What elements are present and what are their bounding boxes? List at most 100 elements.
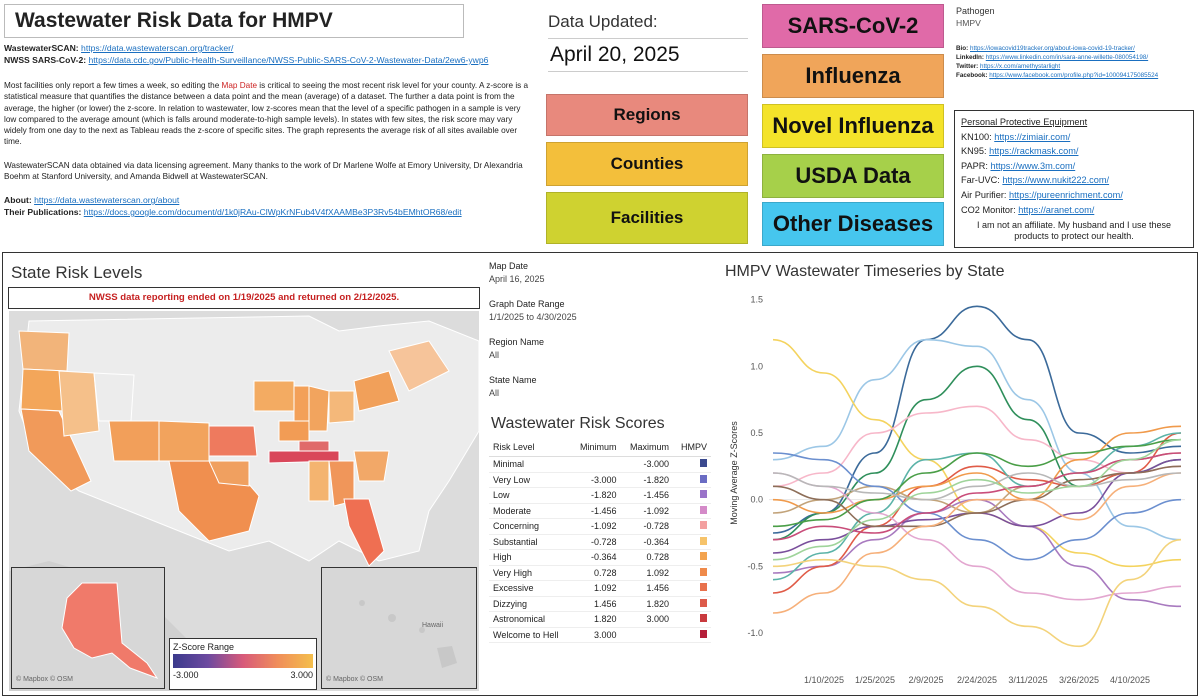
color-swatch [700, 614, 707, 623]
series-line-8[interactable] [772, 432, 1182, 581]
map-attribution: © Mapbox © OSM [326, 676, 383, 683]
risk-level-cell: Minimal [489, 456, 571, 473]
minimum-cell: -1.456 [570, 503, 621, 519]
air-purifier-link[interactable]: https://pureenrichment.com/ [1009, 189, 1123, 200]
x-tick-label: 3/26/2025 [1059, 675, 1099, 685]
about-link[interactable]: https://data.wastewaterscan.org/about [34, 195, 180, 205]
series-line-15[interactable] [772, 472, 1182, 614]
risk-level-cell: Dizzying [489, 596, 571, 612]
risk-level-cell: Substantial [489, 534, 571, 550]
maximum-cell: -1.820 [620, 472, 674, 488]
nav-counties-button[interactable]: Counties [546, 142, 748, 186]
x-tick-label: 1/25/2025 [855, 675, 895, 685]
bio-link[interactable]: https://iowacovid19tracker.org/about-iow… [970, 45, 1135, 52]
series-line-16[interactable] [772, 452, 1182, 561]
y-axis-label: Moving Average Z-Scores [729, 421, 739, 525]
z-score-legend: Z-Score Range -3.000 3.000 [169, 638, 317, 690]
button-label: SARS-CoV-2 [787, 13, 919, 38]
us-map-graphic [9, 311, 479, 691]
x-tick-label: 1/10/2025 [804, 675, 844, 685]
series-line-19[interactable] [772, 538, 1182, 648]
papr-link[interactable]: https://www.3m.com/ [990, 160, 1076, 171]
nav-influenza-button[interactable]: Influenza [762, 54, 944, 98]
filter-label: Region Name [489, 337, 545, 347]
series-line-14[interactable] [772, 465, 1182, 528]
wastewaterscan-link[interactable]: https://data.wastewaterscan.org/tracker/ [81, 43, 234, 53]
button-label: Regions [613, 105, 681, 124]
series-line-1[interactable] [772, 305, 1182, 534]
co2-monitor-link[interactable]: https://aranet.com/ [1018, 204, 1095, 215]
column-header: Maximum [620, 439, 674, 457]
filter-label: Graph Date Range [489, 299, 565, 309]
publications-link[interactable]: https://docs.google.com/document/d/1k0jR… [83, 207, 462, 217]
pathogen-value: HMPV [956, 18, 981, 28]
ppe-title: Personal Protective Equipment [961, 117, 1088, 127]
intro-paragraph: Most facilities only report a few times … [4, 80, 534, 148]
risk-level-cell: High [489, 549, 571, 566]
state-risk-map[interactable]: © Mapbox © OSM Hawaii © Mapbox © OSM [9, 311, 479, 691]
social-label: Bio: [956, 45, 969, 52]
map-attribution: © Mapbox © OSM [16, 676, 73, 683]
series-line-12[interactable] [772, 472, 1182, 601]
intro-text: Most facilities only report a few times … [4, 81, 222, 90]
alaska-inset: © Mapbox © OSM [11, 567, 165, 689]
risk-scores-title: Wastewater Risk Scores [491, 415, 665, 432]
nav-usda-data-button[interactable]: USDA Data [762, 154, 944, 198]
table-row: Low -1.820 -1.456 [489, 487, 711, 504]
pathogen-filter[interactable]: Pathogen HMPV [956, 6, 995, 28]
legend-gradient [173, 654, 313, 668]
button-label: Novel Influenza [772, 113, 934, 138]
series-line-13[interactable] [772, 438, 1182, 528]
filter-value: 1/1/2025 to 4/30/2025 [489, 312, 577, 322]
linkedin-link[interactable]: https://www.linkedin.com/in/sara-anne-wi… [985, 54, 1149, 61]
color-swatch [700, 490, 707, 499]
minimum-cell: 1.092 [570, 580, 621, 597]
nav-other-diseases-button[interactable]: Other Diseases [762, 202, 944, 246]
series-line-18[interactable] [772, 472, 1182, 501]
maximum-cell: -0.728 [620, 518, 674, 535]
table-row: Concerning -1.092 -0.728 [489, 518, 711, 535]
y-tick-label: 1.0 [750, 361, 763, 371]
ppe-item: Air Purifier: https://pureenrichment.com… [961, 188, 1187, 203]
series-line-3[interactable] [772, 338, 1182, 568]
filter-state-name[interactable]: State Name All [489, 375, 537, 398]
minimum-cell: -3.000 [570, 472, 621, 488]
filter-map-date[interactable]: Map Date April 16, 2025 [489, 261, 545, 284]
nwss-note: NWSS data reporting ended on 1/19/2025 a… [8, 287, 480, 309]
color-swatch-cell [673, 596, 711, 612]
table-row: Excessive 1.092 1.456 [489, 580, 711, 597]
series-line-5[interactable] [772, 405, 1182, 488]
kn95-link[interactable]: https://rackmask.com/ [989, 146, 1079, 157]
series-line-20[interactable] [772, 438, 1182, 561]
far-uvc-link[interactable]: https://www.nukit222.com/ [1002, 175, 1110, 186]
x-tick-label: 2/9/2025 [908, 675, 943, 685]
maximum-cell: -1.456 [620, 487, 674, 504]
dashboard-panel: State Risk Levels NWSS data reporting en… [2, 252, 1198, 696]
timeseries-chart[interactable]: Moving Average Z-Scores 1.5 1.0 0.5 0.0 -0.5 -… [723, 283, 1193, 693]
nav-regions-button[interactable]: Regions [546, 94, 748, 136]
color-swatch-cell [673, 534, 711, 550]
series-line-17[interactable] [772, 452, 1182, 541]
minimum-cell: -0.728 [570, 534, 621, 550]
x-tick-label: 3/11/2025 [1008, 675, 1047, 685]
risk-level-cell: Excessive [489, 580, 571, 597]
about-label: About: [4, 195, 32, 205]
ppe-label: PAPR: [961, 160, 988, 171]
maximum-cell: 1.820 [620, 596, 674, 612]
nav-facilities-button[interactable]: Facilities [546, 192, 748, 244]
credits-paragraph: WastewaterSCAN data obtained via data li… [4, 161, 523, 182]
publications-label: Their Publications: [4, 207, 82, 217]
twitter-link[interactable]: https://x.com/amethystarlight [980, 63, 1061, 70]
risk-level-cell: Astronomical [489, 611, 571, 628]
filter-graph-date-range[interactable]: Graph Date Range 1/1/2025 to 4/30/2025 [489, 299, 577, 322]
nav-novel-influenza-button[interactable]: Novel Influenza [762, 104, 944, 148]
intro-text: is critical to seeing the most recent ri… [4, 81, 529, 147]
nwss-link[interactable]: https://data.cdc.gov/Public-Health-Surve… [88, 55, 489, 65]
kn100-link[interactable]: https://zimiair.com/ [994, 131, 1071, 142]
series-line-9[interactable] [772, 425, 1182, 514]
nav-sars-cov-2-button[interactable]: SARS-CoV-2 [762, 4, 944, 48]
facebook-link[interactable]: https://www.facebook.com/profile.php?id=… [989, 72, 1159, 79]
filter-region-name[interactable]: Region Name All [489, 337, 544, 360]
social-links: Bio: https://iowacovid19tracker.org/abou… [956, 44, 1196, 80]
series-line-2[interactable] [772, 338, 1182, 541]
